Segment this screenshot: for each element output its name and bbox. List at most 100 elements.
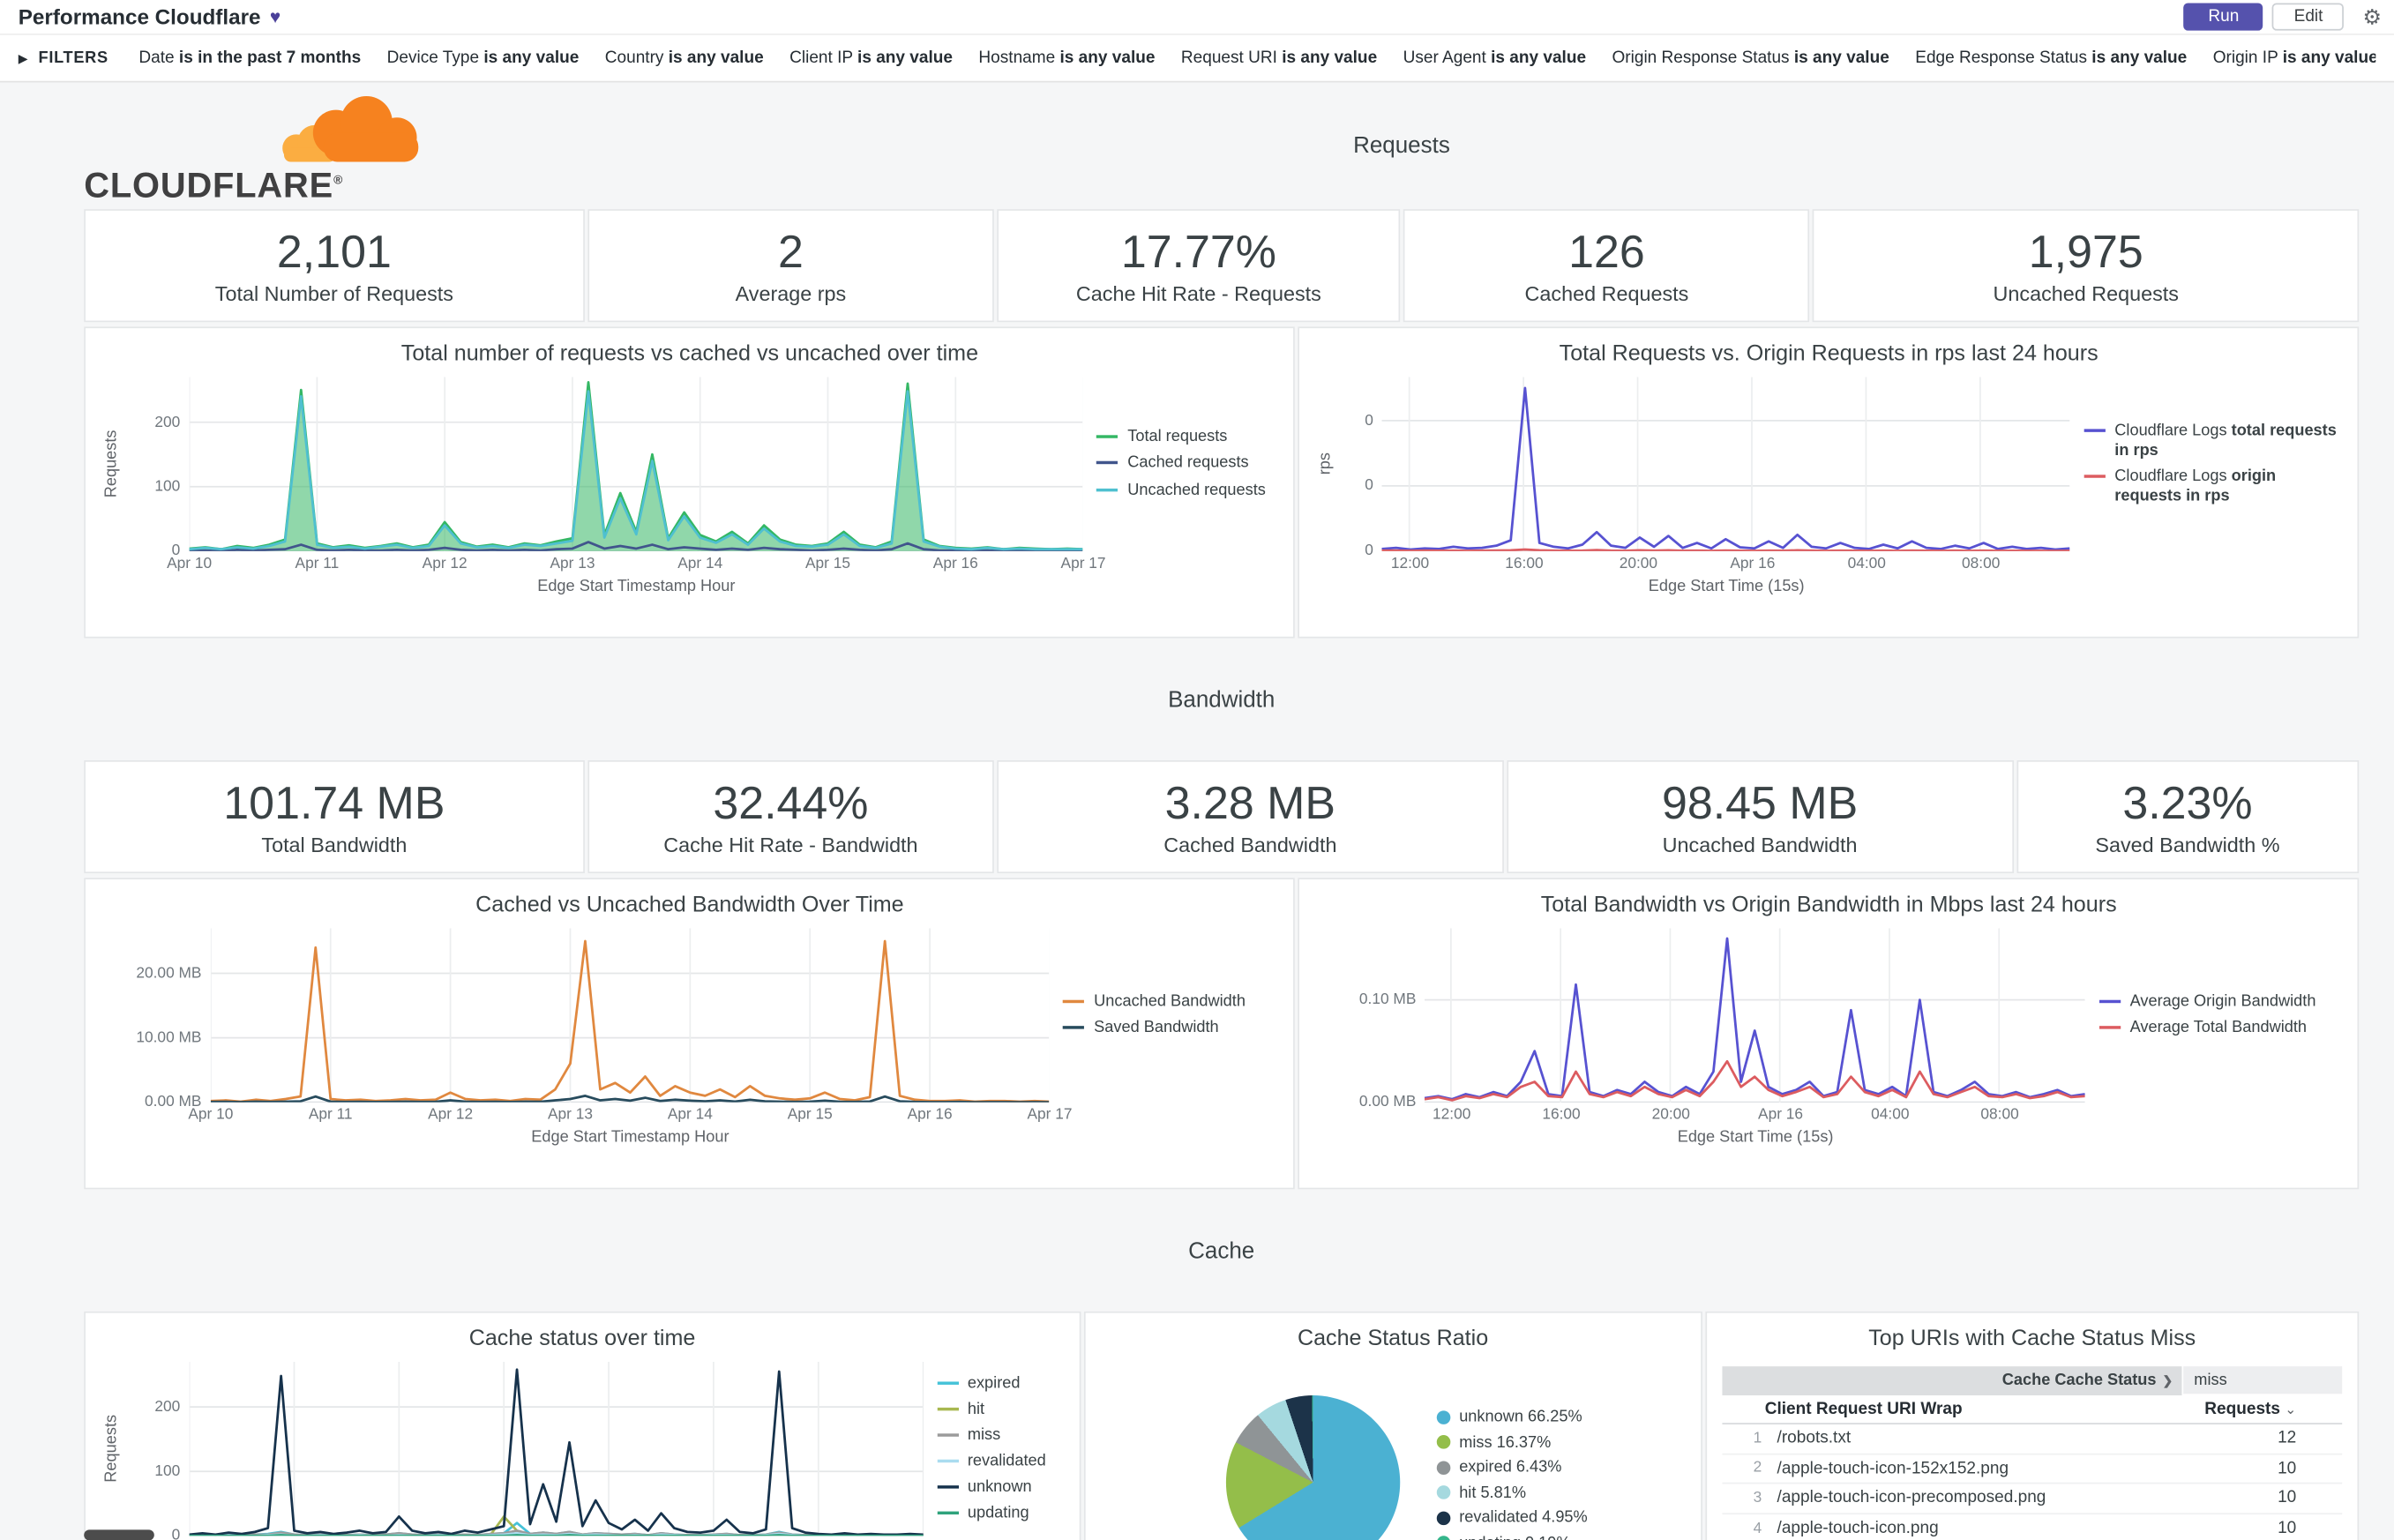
uri-cell[interactable]: /apple-touch-icon.png xyxy=(1777,1519,1939,1538)
legend-swatch xyxy=(1096,488,1118,491)
bandwidth_24h-y-axis-labels: 0.00 MB 0.10 MB xyxy=(1336,928,1425,1110)
kpi-label: Uncached Requests xyxy=(1993,281,2179,305)
legend-dot xyxy=(1436,1460,1450,1475)
rps_24h-plot[interactable] xyxy=(1382,377,2071,551)
filter-user-agent[interactable]: User Agent is any value xyxy=(1403,49,1587,68)
kpi-value: 3.28 MB xyxy=(1164,777,1336,829)
bandwidth_24h-plot[interactable] xyxy=(1425,928,2086,1103)
filter-country[interactable]: Country is any value xyxy=(604,49,764,68)
x-tick-label: Apr 16 xyxy=(1758,1106,1804,1124)
x-tick-label: Apr 17 xyxy=(1060,556,1106,573)
kpi-value: 126 xyxy=(1568,227,1645,278)
cloudflare-cloud-icon xyxy=(282,96,419,162)
pivot-header-cache-status[interactable]: Cache Cache Status ❯ xyxy=(1722,1365,2182,1395)
kpi-value: 32.44% xyxy=(713,777,869,829)
bandwidth_24h-chart: 0.00 MB 0.10 MB Average Origin Bandwidth Av… xyxy=(1315,928,2342,1151)
filter-client-ip[interactable]: Client IP is any value xyxy=(789,49,954,68)
legend-uncached-bandwidth[interactable]: Uncached Bandwidth xyxy=(1063,992,1279,1013)
filter-hostname[interactable]: Hostname is any value xyxy=(978,49,1156,68)
top-bar: Performance Cloudflare ♥ Run Edit ⚙ xyxy=(0,0,2394,35)
x-tick-label: 20:00 xyxy=(1651,1106,1690,1124)
legend-origin-requests-in-rps[interactable]: Cloudflare Logs origin requests in rps xyxy=(2084,467,2343,507)
legend-average-origin-bandwidth[interactable]: Average Origin Bandwidth xyxy=(2098,992,2342,1013)
favorite-heart-icon[interactable]: ♥ xyxy=(269,5,281,28)
scrollbar-thumb[interactable] xyxy=(84,1529,154,1540)
filter-origin-ip[interactable]: Origin IP is any value xyxy=(2212,49,2376,68)
legend-expired[interactable]: expired 6.43% xyxy=(1436,1458,1587,1476)
x-tick-label: Apr 16 xyxy=(1730,556,1776,573)
legend-uncached-requests[interactable]: Uncached requests xyxy=(1096,480,1279,500)
requests-cell[interactable]: 10 xyxy=(2278,1519,2297,1538)
run-button[interactable]: Run xyxy=(2183,3,2264,31)
legend-hit[interactable]: hit xyxy=(937,1400,1064,1420)
column-header-uri[interactable]: Client Request URI Wrap xyxy=(1764,1399,1963,1418)
gear-icon[interactable]: ⚙ xyxy=(2362,4,2383,29)
uri-cell[interactable]: /robots.txt xyxy=(1777,1429,1852,1448)
y-tick-label: 0 xyxy=(171,1527,181,1540)
requests-cell[interactable]: 10 xyxy=(2278,1489,2297,1508)
requests_over_time-x-axis-labels: Apr 10 Apr 11 Apr 12 Apr 13 Apr 14 Apr 15 Apr … xyxy=(167,551,1105,576)
chart-title: Total Requests vs. Origin Requests in rp… xyxy=(1559,341,2098,367)
legend-miss[interactable]: miss 16.37% xyxy=(1436,1432,1587,1451)
legend-swatch xyxy=(1063,999,1085,1003)
legend-swatch xyxy=(937,1512,959,1515)
kpi-label: Uncached Bandwidth xyxy=(1662,833,1858,856)
legend-total-requests[interactable]: Total requests xyxy=(1096,428,1279,448)
legend-miss[interactable]: miss xyxy=(937,1425,1064,1446)
filter-edge-response-status[interactable]: Edge Response Status is any value xyxy=(1915,49,2188,68)
legend-unknown[interactable]: unknown 66.25% xyxy=(1436,1408,1587,1426)
legend-cached-requests[interactable]: Cached requests xyxy=(1096,454,1279,475)
filters-expand-icon[interactable]: ▶ xyxy=(18,50,28,65)
legend-dot xyxy=(1436,1435,1450,1449)
legend-total-requests-in-rps[interactable]: Cloudflare Logs total requests in rps xyxy=(2084,421,2343,460)
cache-status-pie[interactable] xyxy=(1225,1395,1400,1540)
rps_24h-y-axis-title: rps xyxy=(1316,452,1335,475)
filter-date[interactable]: Date is in the past 7 months xyxy=(138,49,362,68)
legend-swatch xyxy=(1063,1026,1085,1029)
chart-title: Cached vs Uncached Bandwidth Over Time xyxy=(475,893,904,918)
x-tick-label: 16:00 xyxy=(1542,1106,1581,1124)
dashboard-content: CLOUDFLARE® Requests 2,101 Total Number o… xyxy=(0,82,2394,1540)
requests-cell[interactable]: 12 xyxy=(2278,1429,2297,1448)
y-tick-label: 0.00 MB xyxy=(1358,1094,1417,1111)
requests-charts-row: Total number of requests vs cached vs un… xyxy=(84,326,2360,639)
kpi-label: Average rps xyxy=(735,281,847,305)
requests_over_time-plot[interactable] xyxy=(189,377,1084,551)
legend-hit[interactable]: hit 5.81% xyxy=(1436,1484,1587,1501)
section-title-bandwidth: Bandwidth xyxy=(1168,686,1276,713)
kpi-value: 2 xyxy=(777,227,804,278)
requests-cell[interactable]: 10 xyxy=(2278,1459,2297,1478)
legend-revalidated[interactable]: revalidated 4.95% xyxy=(1436,1508,1588,1527)
bandwidth_over_time-plot[interactable] xyxy=(210,928,1050,1103)
y-tick-label: 10.00 MB xyxy=(136,1029,202,1047)
legend-expired[interactable]: expired xyxy=(937,1373,1064,1394)
x-tick-label: Apr 14 xyxy=(667,1106,713,1124)
rps_24h-chart: rps 0 0 0 Cloudflare Logs total requests in … xyxy=(1315,377,2343,601)
edit-button[interactable]: Edit xyxy=(2272,3,2345,31)
kpi-value: 17.77% xyxy=(1120,227,1276,278)
legend-swatch xyxy=(937,1380,959,1385)
legend-revalidated[interactable]: revalidated xyxy=(937,1452,1064,1472)
column-header-requests[interactable]: Requests ⌄ xyxy=(2204,1399,2297,1418)
legend-average-total-bandwidth[interactable]: Average Total Bandwidth xyxy=(2098,1019,2342,1039)
filter-request-uri[interactable]: Request URI is any value xyxy=(1180,49,1378,68)
x-tick-label: Apr 14 xyxy=(677,556,723,573)
legend-unknown[interactable]: unknown xyxy=(937,1478,1064,1499)
legend-saved-bandwidth[interactable]: Saved Bandwidth xyxy=(1063,1019,1279,1039)
kpi-label: Cache Hit Rate - Requests xyxy=(1075,281,1321,305)
filter-device-type[interactable]: Device Type is any value xyxy=(386,49,580,68)
cache_status_over_time-plot[interactable] xyxy=(189,1361,924,1536)
x-tick-label: Apr 15 xyxy=(787,1106,833,1124)
bandwidth_over_time-chart: 0.00 MB 10.00 MB 20.00 MB Uncached Bandwidt… xyxy=(101,928,1278,1151)
filter-origin-response-status[interactable]: Origin Response Status is any value xyxy=(1612,49,1889,68)
legend-updating[interactable]: updating xyxy=(937,1504,1064,1524)
requests-kpi-row: 2,101 Total Number of Requests 2 Average rp… xyxy=(84,209,2360,323)
x-tick-label: Apr 11 xyxy=(308,1106,353,1124)
row-number: 4 xyxy=(1753,1520,1762,1537)
legend-swatch xyxy=(937,1485,959,1489)
legend-updating[interactable]: updating 0.19% xyxy=(1436,1534,1587,1540)
uri-cell[interactable]: /apple-touch-icon-152x152.png xyxy=(1777,1459,2009,1478)
uri-cell[interactable]: /apple-touch-icon-precomposed.png xyxy=(1777,1489,2046,1508)
